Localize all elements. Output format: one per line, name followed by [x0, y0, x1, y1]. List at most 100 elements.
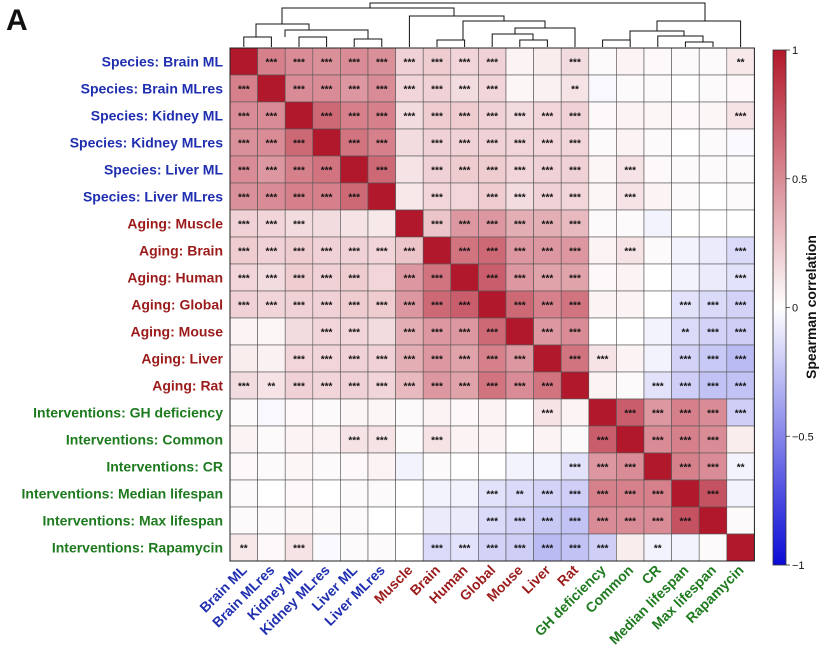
- heatmap-cell: [698, 236, 728, 265]
- heatmap-cell: [340, 506, 369, 535]
- heatmap-cell: [367, 506, 396, 535]
- significance-mark: **: [654, 544, 662, 555]
- significance-mark: ***: [514, 112, 526, 123]
- significance-mark: ***: [348, 193, 360, 204]
- heatmap-cell: [422, 506, 452, 535]
- heatmap-cell: [450, 101, 479, 130]
- heatmap-cell: [395, 533, 424, 562]
- heatmap-cell: [422, 128, 452, 157]
- significance-mark: ***: [486, 139, 498, 150]
- significance-mark: ***: [514, 193, 526, 204]
- heatmap-cell: [671, 425, 700, 454]
- significance-mark: ***: [486, 220, 498, 231]
- significance-mark: ***: [542, 382, 554, 393]
- heatmap-cell: [340, 533, 369, 562]
- significance-mark: ***: [569, 247, 581, 258]
- heatmap-cell: [505, 479, 534, 508]
- heatmap-cell: [450, 182, 479, 211]
- colorbar-tick-label: 0.5: [792, 174, 807, 186]
- heatmap-cell: [340, 209, 369, 238]
- heatmap-cell: [533, 182, 562, 211]
- significance-mark: ***: [569, 490, 581, 501]
- significance-mark: ***: [321, 166, 333, 177]
- heatmap-cell: [450, 236, 479, 265]
- significance-mark: **: [516, 490, 524, 501]
- heatmap-cell: [229, 263, 258, 292]
- heatmap-cell: [643, 263, 672, 292]
- significance-mark: ***: [348, 85, 360, 96]
- heatmap-cell: [312, 236, 341, 265]
- heatmap-cell: [284, 263, 314, 292]
- colorbar-label: Spearman correlation: [803, 235, 819, 379]
- significance-mark: ***: [238, 139, 250, 150]
- heatmap-cell: [422, 74, 452, 103]
- significance-mark: ***: [431, 85, 443, 96]
- heatmap-cell: [284, 155, 314, 184]
- heatmap-cell: [588, 506, 617, 535]
- significance-mark: ***: [735, 247, 747, 258]
- heatmap-cell: [257, 317, 286, 346]
- significance-mark: **: [737, 58, 745, 69]
- heatmap-cell: [478, 371, 507, 400]
- heatmap-cell: [671, 155, 700, 184]
- heatmap-cell: [312, 398, 341, 427]
- heatmap-cell: [229, 155, 258, 184]
- heatmap-cell: [340, 317, 369, 346]
- heatmap-cell: [229, 344, 258, 373]
- significance-mark: ***: [293, 544, 305, 555]
- heatmap-cell: [395, 425, 424, 454]
- significance-mark: ***: [293, 382, 305, 393]
- significance-mark: ***: [404, 355, 416, 366]
- significance-mark: ***: [514, 355, 526, 366]
- heatmap-cell: [643, 155, 672, 184]
- heatmap-cell: [643, 182, 672, 211]
- heatmap-cell: [588, 182, 617, 211]
- significance-mark: ***: [404, 112, 416, 123]
- significance-mark: ***: [431, 193, 443, 204]
- significance-mark: ***: [431, 301, 443, 312]
- heatmap-cell: [533, 47, 562, 76]
- significance-mark: ***: [569, 517, 581, 528]
- significance-mark: ***: [569, 463, 581, 474]
- heatmap-cell: [312, 74, 341, 103]
- heatmap-cell: [395, 452, 424, 481]
- heatmap-cell: [478, 317, 507, 346]
- significance-mark: ***: [238, 85, 250, 96]
- significance-mark: ***: [680, 517, 692, 528]
- heatmap-cell: [726, 290, 755, 319]
- dendrogram-branch: [491, 33, 534, 47]
- heatmap-cell: [312, 479, 341, 508]
- significance-mark: ***: [321, 112, 333, 123]
- significance-mark: ***: [514, 544, 526, 555]
- significance-mark: ***: [735, 382, 747, 393]
- significance-mark: ***: [486, 328, 498, 339]
- significance-mark: ***: [321, 274, 333, 285]
- significance-mark: ***: [569, 193, 581, 204]
- significance-mark: ***: [680, 382, 692, 393]
- heatmap-cell: [726, 74, 755, 103]
- colorbar: Spearman correlation 1 0.5 0 −0.5 −1: [772, 45, 819, 572]
- significance-mark: ***: [486, 382, 498, 393]
- significance-mark: ***: [624, 517, 636, 528]
- significance-mark: ***: [459, 85, 471, 96]
- significance-mark: **: [737, 463, 745, 474]
- heatmap-cell: [671, 290, 700, 319]
- heatmap-cell: [616, 155, 645, 184]
- heatmap-cell: [367, 398, 396, 427]
- significance-mark: **: [571, 85, 579, 96]
- significance-mark: ***: [238, 247, 250, 258]
- heatmap-cell: [395, 398, 424, 427]
- heatmap-cell: [505, 398, 534, 427]
- significance-mark: ***: [431, 58, 443, 69]
- significance-mark: ***: [404, 58, 416, 69]
- heatmap-cell: [698, 371, 728, 400]
- heatmap-cell: [395, 263, 424, 292]
- heatmap-cell: [505, 506, 534, 535]
- significance-mark: ***: [486, 166, 498, 177]
- heatmap-cell: [340, 128, 369, 157]
- heatmap-cell: [671, 479, 700, 508]
- heatmap-cell: [367, 128, 396, 157]
- significance-mark: ***: [376, 436, 388, 447]
- heatmap-cell: [450, 263, 479, 292]
- heatmap-cell: [312, 533, 341, 562]
